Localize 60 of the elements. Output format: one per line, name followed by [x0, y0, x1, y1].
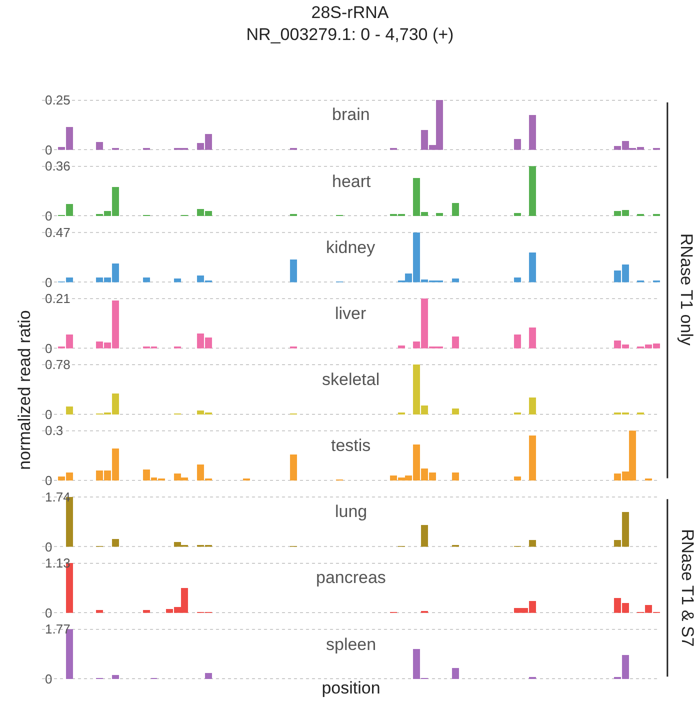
text: normalized read ratio: [14, 310, 34, 470]
chart-title: pancreas: [316, 568, 386, 587]
bar: [452, 336, 459, 348]
y-tick-label: 0.36: [45, 158, 70, 174]
bar: [290, 454, 297, 481]
bar: [514, 476, 521, 481]
bar: [436, 213, 443, 216]
bar: [96, 142, 103, 150]
chart-title: brain: [332, 105, 370, 124]
y-tick-label: 0: [45, 605, 52, 620]
y-tick-label: 0.25: [45, 92, 70, 108]
chart-title: liver: [335, 304, 367, 323]
bar: [205, 673, 212, 679]
y-tick-label: 1.74: [45, 489, 70, 504]
bar: [452, 408, 459, 414]
text: RNase T1 & S7: [678, 528, 697, 647]
y-tick-label: 0: [45, 142, 52, 158]
y-tick-label: 0.21: [45, 290, 70, 306]
y-tick-label: 0.78: [45, 357, 70, 372]
chart-title: spleen: [326, 635, 376, 654]
bar: [112, 538, 119, 547]
y-tick-label: 0: [45, 672, 52, 687]
bar: [529, 327, 536, 348]
bar: [529, 540, 536, 547]
chart-title: testis: [331, 436, 371, 455]
bar: [529, 436, 536, 481]
bar: [529, 115, 536, 150]
y-tick-label: 0.3: [45, 423, 64, 438]
bar: [421, 524, 428, 547]
text: NR_003279.1: 0 - 4,730 (+): [246, 25, 454, 44]
chart-title: kidney: [326, 238, 376, 257]
chart-title: lung: [335, 502, 368, 521]
text: RNase T1 only: [677, 233, 696, 346]
chart-title: heart: [332, 172, 372, 191]
y-tick-label: 0: [45, 340, 52, 356]
bar: [112, 675, 119, 679]
bar: [529, 252, 536, 282]
y-tick-label: 1.13: [45, 555, 70, 570]
bar: [514, 277, 521, 282]
chart-title: skeletal: [322, 370, 380, 389]
bar: [452, 668, 459, 679]
y-tick-label: 0: [45, 407, 52, 422]
y-tick-label: 1.77: [45, 622, 70, 637]
y-tick-label: 0: [45, 539, 52, 554]
bar: [452, 472, 459, 481]
bar: [452, 203, 459, 216]
y-tick-label: 0.47: [45, 224, 70, 240]
bar: [514, 139, 521, 150]
x-axis-title: position: [322, 678, 380, 698]
bar: [514, 334, 521, 348]
bar: [529, 398, 536, 414]
bar: [66, 406, 73, 414]
y-tick-label: 0: [45, 274, 52, 290]
bar: [514, 213, 521, 216]
bar: [529, 166, 536, 216]
y-tick-label: 0: [45, 473, 52, 488]
text: 28S-rRNA: [311, 2, 390, 22]
bar: [290, 259, 297, 282]
bar: [143, 277, 150, 282]
y-tick-label: 0: [45, 208, 52, 224]
